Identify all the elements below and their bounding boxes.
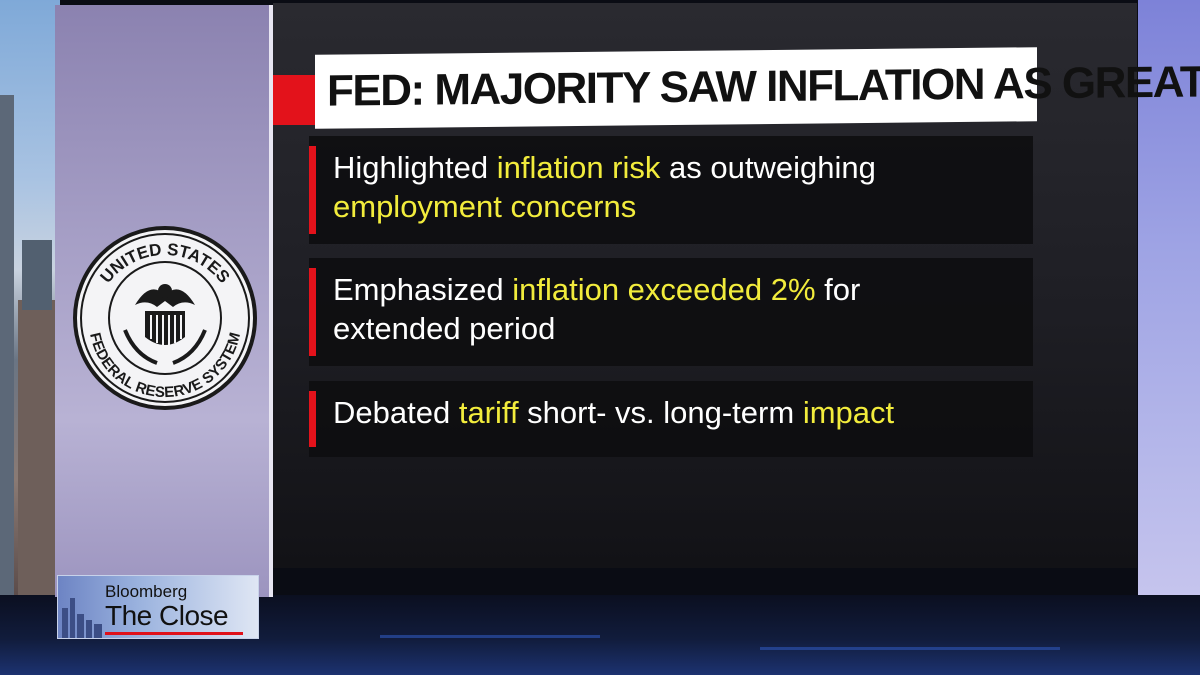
bullet-line: Emphasized inflation exceeded 2% for [333, 270, 1023, 309]
bullet-segment: Highlighted [333, 150, 497, 185]
brand-name: Bloomberg [105, 582, 188, 601]
highlighted-text: employment concerns [333, 189, 637, 224]
bullet-accent-bar [309, 146, 316, 234]
bullet-accent-bar [309, 268, 316, 356]
highlighted-text: tariff [458, 395, 519, 430]
bullet-accent-bar [309, 391, 316, 447]
bullet-segment: as outweighing [660, 150, 876, 185]
highlighted-text: inflation risk [496, 150, 661, 185]
headline-banner: FED: MAJORITY SAW INFLATION AS GREATER R… [315, 47, 1200, 129]
bullet-item-2: Emphasized inflation exceeded 2% for exte… [309, 258, 1033, 366]
bullet-line: employment concerns [333, 187, 1023, 226]
bullet-line: extended period [333, 309, 1023, 348]
fed-seal-panel: UNITED STATES FEDERAL RESERVE SYSTEM [55, 5, 273, 597]
bullet-item-1: Highlighted inflation risk as outweighin… [309, 136, 1033, 244]
studio-backdrop-left [0, 0, 60, 600]
show-title-underline [105, 632, 243, 635]
skyline-icon [62, 598, 102, 638]
bullet-segment: short- vs. long-term [518, 395, 803, 430]
bullet-segment: Debated [333, 395, 459, 430]
bullet-segment: extended period [333, 311, 556, 346]
bullet-segment: for [815, 272, 861, 307]
bullet-line: Debated tariff short- vs. long-term impa… [333, 393, 1023, 432]
bullet-text: Debated tariff short- vs. long-term impa… [333, 393, 1023, 432]
bullet-segment: Emphasized [333, 272, 513, 307]
highlighted-text: inflation exceeded 2% [512, 272, 816, 307]
show-title: The Close [105, 600, 229, 631]
bullet-line: Highlighted inflation risk as outweighin… [333, 148, 1023, 187]
federal-reserve-seal: UNITED STATES FEDERAL RESERVE SYSTEM [73, 226, 257, 410]
studio-backdrop-right [1138, 0, 1200, 615]
show-logo-bug: Bloomberg The Close [57, 575, 259, 639]
bullet-text: Emphasized inflation exceeded 2% for exte… [333, 270, 1023, 348]
bullet-item-3: Debated tariff short- vs. long-term impa… [309, 381, 1033, 457]
bullet-text: Highlighted inflation risk as outweighin… [333, 148, 1023, 226]
headline-accent-bar [273, 75, 315, 125]
video-wall-screen: FED: MAJORITY SAW INFLATION AS GREATER R… [273, 3, 1200, 568]
highlighted-text: impact [802, 395, 895, 430]
